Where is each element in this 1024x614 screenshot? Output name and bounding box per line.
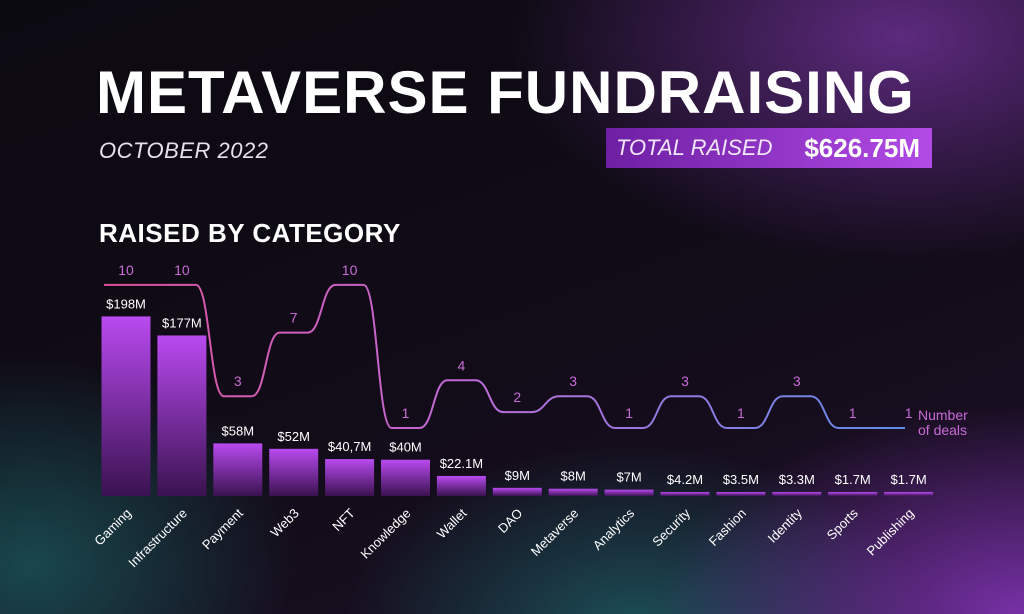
bar-fashion [716, 492, 766, 496]
category-label: DAO [495, 506, 526, 537]
bar-identity [772, 492, 822, 496]
bar-value-label: $22.1M [440, 456, 483, 471]
bar-metaverse [548, 488, 598, 496]
bar-value-label: $40,7M [328, 439, 371, 454]
deal-count-label: 1 [737, 405, 745, 421]
section-title: RAISED BY CATEGORY [99, 218, 401, 248]
deals-legend-line2: of deals [918, 422, 968, 438]
bar-value-label: $4.2M [667, 472, 703, 487]
category-label: Identity [765, 505, 806, 546]
total-raised-value: $626.75M [804, 132, 920, 163]
deal-count-label: 7 [290, 310, 298, 326]
category-label: Payment [199, 505, 246, 552]
bar-group [101, 316, 934, 496]
deal-count-label: 1 [849, 405, 857, 421]
deal-count-label: 1 [625, 405, 633, 421]
bar-value-label: $1.7M [835, 472, 871, 487]
bar-web3 [269, 448, 319, 496]
deal-label-group: 10 10 3 7 10 1 4 2 3 1 3 1 3 1 1 [118, 262, 912, 421]
bar-sports [828, 492, 878, 496]
deal-count-label: 10 [342, 262, 358, 278]
bar-value-label: $1.7M [891, 472, 927, 487]
bar-value-label: $198M [106, 296, 146, 311]
category-label: NFT [329, 505, 358, 534]
category-label: Security [649, 505, 693, 549]
bar-dao [492, 487, 542, 496]
value-label-group: $198M $177M $58M $52M $40,7M $40M $22.1M $9M $8M… [106, 296, 927, 487]
page-subtitle: OCTOBER 2022 [99, 138, 269, 163]
deal-count-label: 3 [793, 373, 801, 389]
bar-value-label: $3.3M [779, 472, 815, 487]
bar-value-label: $8M [561, 469, 586, 484]
deal-count-label: 3 [681, 373, 689, 389]
deal-count-label: 1 [905, 405, 913, 421]
category-label: Web3 [267, 506, 301, 540]
deal-count-label: 10 [174, 262, 190, 278]
deal-count-label: 2 [513, 389, 521, 405]
total-raised-badge: TOTAL RAISED $626.75M [606, 128, 932, 168]
deal-count-label: 3 [569, 373, 577, 389]
page-title: METAVERSE FUNDRAISING [96, 59, 915, 126]
category-label: Sports [824, 505, 862, 543]
category-label: Analytics [590, 505, 638, 553]
deals-legend: Number of deals [918, 408, 998, 438]
deal-count-label: 10 [118, 262, 134, 278]
bar-value-label: $3.5M [723, 472, 759, 487]
deals-line [104, 283, 905, 429]
bar-nft [325, 459, 375, 496]
deal-count-label: 4 [458, 357, 466, 373]
bar-infrastructure [157, 335, 207, 496]
bar-publishing [884, 492, 934, 496]
bar-analytics [604, 489, 654, 496]
deals-legend-line1: Number [918, 407, 968, 423]
bar-value-label: $177M [162, 315, 202, 330]
deal-count-label: 1 [402, 405, 410, 421]
category-label: Infrastructure [125, 506, 190, 571]
deal-count-label: 3 [234, 373, 242, 389]
category-label: Wallet [434, 505, 470, 541]
bar-wallet [436, 475, 486, 496]
bar-knowledge [381, 459, 430, 496]
bar-value-label: $52M [277, 429, 310, 444]
category-label: Metaverse [528, 506, 582, 560]
total-raised-label: TOTAL RAISED [616, 135, 773, 160]
category-label: Knowledge [358, 506, 414, 562]
bar-payment [213, 443, 263, 496]
bar-value-label: $58M [222, 423, 255, 438]
category-label: Gaming [91, 506, 134, 549]
category-label: Publishing [864, 506, 917, 559]
bar-security [660, 492, 710, 496]
category-label: Fashion [706, 506, 749, 549]
bar-value-label: $7M [616, 470, 641, 485]
bar-gaming [101, 316, 151, 496]
bar-value-label: $40M [389, 440, 422, 455]
bar-value-label: $9M [505, 468, 530, 483]
